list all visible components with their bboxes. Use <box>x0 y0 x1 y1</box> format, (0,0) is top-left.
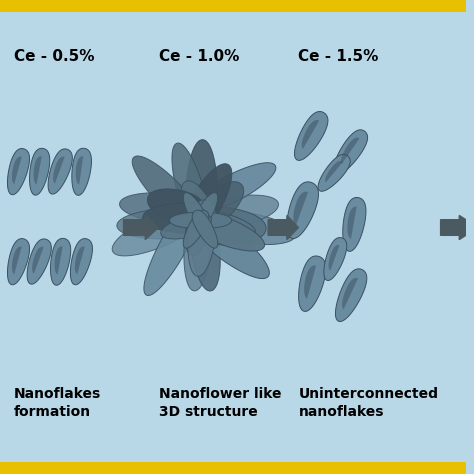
Polygon shape <box>341 137 359 164</box>
Polygon shape <box>71 238 92 285</box>
Polygon shape <box>132 156 194 219</box>
Polygon shape <box>12 156 22 184</box>
Polygon shape <box>294 111 328 160</box>
Polygon shape <box>48 149 73 194</box>
Polygon shape <box>197 219 269 279</box>
FancyArrow shape <box>441 215 474 240</box>
Polygon shape <box>210 211 295 245</box>
Polygon shape <box>183 192 209 231</box>
Polygon shape <box>192 192 218 231</box>
Polygon shape <box>199 182 244 224</box>
Polygon shape <box>8 238 29 285</box>
Polygon shape <box>299 256 326 311</box>
Polygon shape <box>325 161 343 182</box>
Polygon shape <box>342 278 358 309</box>
Polygon shape <box>27 239 51 284</box>
Polygon shape <box>324 237 347 281</box>
Polygon shape <box>185 204 211 255</box>
Polygon shape <box>318 155 350 191</box>
Polygon shape <box>51 238 71 285</box>
Polygon shape <box>195 195 279 230</box>
Text: Ce - 1.5%: Ce - 1.5% <box>299 49 379 64</box>
Polygon shape <box>205 163 276 208</box>
Polygon shape <box>183 210 209 248</box>
Polygon shape <box>347 207 357 239</box>
Polygon shape <box>169 212 211 228</box>
FancyArrow shape <box>124 215 158 240</box>
Text: Uninterconnected
nanoflakes: Uninterconnected nanoflakes <box>299 387 438 419</box>
Text: Nanoflower like
3D structure: Nanoflower like 3D structure <box>158 387 281 419</box>
Polygon shape <box>29 148 50 195</box>
Polygon shape <box>328 245 339 271</box>
Polygon shape <box>287 182 319 238</box>
Polygon shape <box>161 212 218 239</box>
Polygon shape <box>112 210 191 256</box>
Polygon shape <box>188 200 217 276</box>
Polygon shape <box>119 193 205 225</box>
Polygon shape <box>181 181 216 234</box>
Polygon shape <box>144 212 196 295</box>
Polygon shape <box>190 212 232 228</box>
Polygon shape <box>147 189 204 225</box>
Polygon shape <box>172 143 206 221</box>
Polygon shape <box>197 211 255 238</box>
Polygon shape <box>293 191 308 225</box>
Polygon shape <box>76 156 83 184</box>
Polygon shape <box>55 246 63 274</box>
Polygon shape <box>75 246 85 274</box>
Polygon shape <box>186 140 218 232</box>
Polygon shape <box>192 210 218 248</box>
Polygon shape <box>12 246 22 274</box>
Text: Ce - 1.0%: Ce - 1.0% <box>158 49 239 64</box>
Polygon shape <box>304 265 316 299</box>
Polygon shape <box>143 203 216 233</box>
Polygon shape <box>8 148 29 195</box>
Polygon shape <box>193 208 266 245</box>
FancyArrow shape <box>268 215 299 240</box>
Polygon shape <box>336 269 367 321</box>
Polygon shape <box>184 211 213 291</box>
Bar <box>0 462 466 474</box>
Polygon shape <box>32 246 44 273</box>
Polygon shape <box>343 198 366 251</box>
Polygon shape <box>72 148 91 195</box>
Polygon shape <box>53 156 64 183</box>
Polygon shape <box>301 120 319 149</box>
Polygon shape <box>191 220 220 291</box>
Polygon shape <box>117 209 200 239</box>
Text: Ce - 0.5%: Ce - 0.5% <box>14 49 94 64</box>
Text: Nanoflakes
formation: Nanoflakes formation <box>14 387 101 419</box>
Bar <box>0 0 466 12</box>
Polygon shape <box>197 214 264 251</box>
Polygon shape <box>34 156 42 184</box>
Polygon shape <box>184 164 232 233</box>
Polygon shape <box>333 130 368 174</box>
